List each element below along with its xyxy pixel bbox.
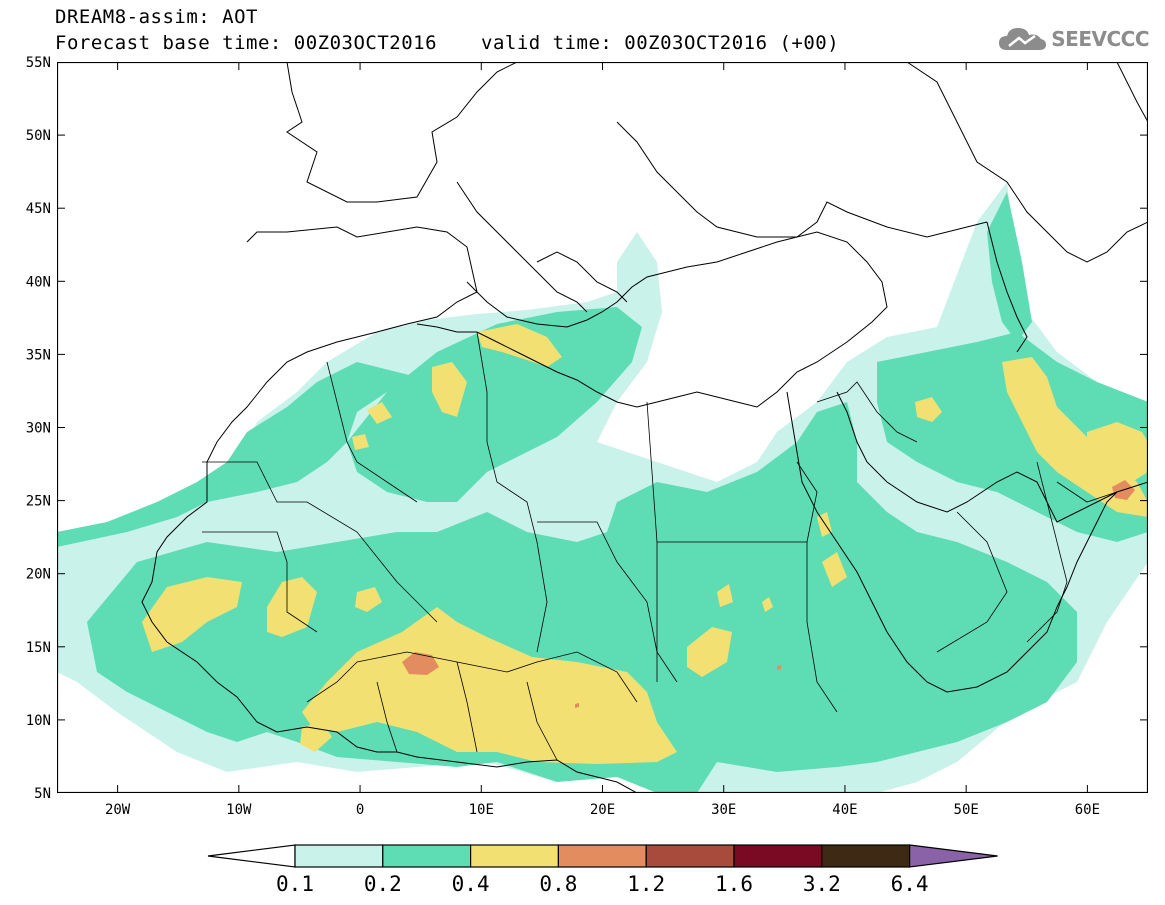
lat-label: 15N [26, 640, 51, 656]
aot-contour-0.4 [432, 362, 467, 417]
aot-contour-0.4 [355, 587, 382, 612]
lat-label: 40N [26, 274, 51, 290]
aot-contour-0.2 [877, 332, 1148, 542]
colorbar-segment [733, 844, 823, 868]
colorbar-label: 0.4 [452, 872, 490, 896]
colorbar-label: 6.4 [891, 872, 929, 896]
lon-label: 10W [226, 802, 252, 818]
aot-contour-0.2 [57, 362, 417, 597]
colorbar-label: 0.8 [539, 872, 577, 896]
aot-contour-0.4 [142, 577, 242, 652]
colorbar-segment [382, 844, 472, 868]
aot-contour-0.4 [1002, 357, 1148, 517]
aot-contour-0.8 [777, 665, 781, 670]
aot-contour-0.4 [367, 402, 392, 424]
forecast-base-time: Forecast base time: 00Z03OCT2016 [55, 32, 438, 54]
aot-contour-0.4 [717, 584, 733, 607]
colorbar-label: 1.6 [715, 872, 753, 896]
aot-contour-0.2 [987, 192, 1032, 342]
lat-label: 45N [26, 201, 51, 217]
lon-label: 0 [356, 802, 364, 818]
lon-label: 20W [105, 802, 131, 818]
lon-label: 30E [711, 802, 736, 818]
aot-contour-0.4 [352, 434, 369, 450]
cloud-icon [999, 28, 1047, 50]
aot-contour-0.8 [402, 652, 439, 675]
aot-contour-0.2 [347, 307, 642, 502]
colorbar-segment [557, 844, 647, 868]
seevccc-logo: SEEVCCC [997, 24, 1149, 54]
colorbar-label: 1.2 [627, 872, 665, 896]
lon-label: 20E [590, 802, 615, 818]
aot-contour-0.4 [477, 324, 562, 367]
aot-contour-0.4 [1087, 422, 1148, 482]
lon-label: 60E [1075, 802, 1100, 818]
lon-label: 10E [469, 802, 494, 818]
lat-ticks [57, 62, 1148, 793]
aot-contour-0.8 [575, 703, 579, 708]
lat-label: 55N [26, 55, 51, 71]
aot-contour-0.4 [915, 397, 942, 422]
logo-text: SEEVCCC [1051, 27, 1149, 51]
coastlines [141, 62, 1148, 793]
colorbar-label: 3.2 [803, 872, 841, 896]
colorbar-segment [470, 844, 560, 868]
lat-label: 20N [26, 567, 51, 583]
map-title: DREAM8-assim: AOT [55, 6, 258, 28]
lat-label: 5N [34, 786, 51, 802]
colorbar-under-triangle [207, 844, 296, 868]
colorbar-label: 0.2 [364, 872, 402, 896]
colorbar-segment [821, 844, 911, 868]
lat-label: 30N [26, 421, 51, 437]
aot-contour-0.4 [267, 577, 317, 637]
lon-ticks [117, 62, 1088, 793]
aot-field [57, 182, 1148, 793]
aot-map [57, 62, 1148, 793]
aot-contour-0.4 [687, 627, 732, 677]
colorbar-label: 0.1 [276, 872, 314, 896]
lat-label: 25N [26, 494, 51, 510]
country-borders [202, 331, 1118, 761]
lon-label: 40E [832, 802, 857, 818]
lat-label: 35N [26, 347, 51, 363]
lat-label: 10N [26, 713, 51, 729]
valid-time: valid time: 00Z03OCT2016 (+00) [481, 32, 840, 54]
lat-label: 50N [26, 128, 51, 144]
aot-contour-0.4 [302, 607, 677, 764]
aot-contour-0.4 [762, 597, 773, 612]
aot-contour-0.4 [822, 552, 847, 587]
colorbar-over-triangle [908, 844, 998, 868]
colorbar-segment [294, 844, 384, 868]
colorbar-segment [645, 844, 735, 868]
lon-label: 50E [954, 802, 979, 818]
